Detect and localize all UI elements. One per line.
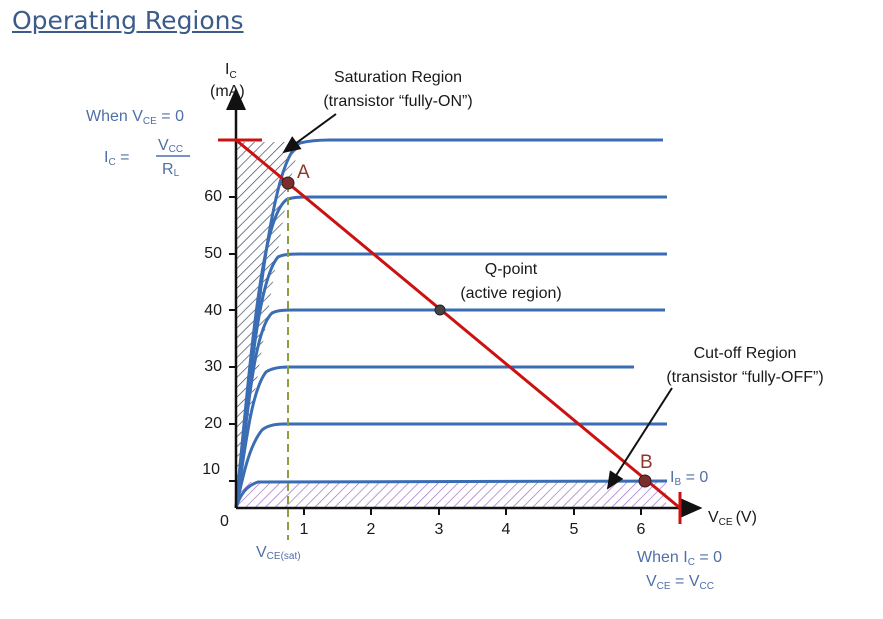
point-b-label: B xyxy=(640,452,653,473)
x-tick-label: 6 xyxy=(637,521,646,538)
characteristic-curves xyxy=(234,138,668,509)
saturation-arrow xyxy=(282,113,337,154)
qpoint-subtitle: (active region) xyxy=(460,285,561,302)
saturation-subtitle: (transistor “fully-ON”) xyxy=(323,93,472,110)
axes xyxy=(226,87,703,518)
curve-ib-2 xyxy=(234,422,667,509)
curve-ib-3 xyxy=(234,365,634,509)
x-tick-label: 3 xyxy=(435,521,444,538)
y-tick-label: 30 xyxy=(204,358,222,375)
point-a-label: A xyxy=(297,162,310,183)
x-tick-labels: 1 2 3 4 5 6 xyxy=(300,521,646,538)
load-line xyxy=(218,138,682,524)
curve-ib-0 xyxy=(234,479,668,509)
point-a-marker xyxy=(281,176,295,190)
curve-ib-7 xyxy=(234,138,663,509)
y-tick-label: 50 xyxy=(204,245,222,262)
bottom-note: When IC = 0 VCE = VCC xyxy=(637,549,722,592)
x-tick-label: 4 xyxy=(502,521,511,538)
x-tick-label: 2 xyxy=(367,521,376,538)
left-note-line1: When VCE = 0 xyxy=(86,108,184,127)
left-note-denominator: RL xyxy=(162,161,180,179)
bottom-note-line1: When IC = 0 xyxy=(637,549,722,568)
q-point-marker xyxy=(434,304,446,316)
y-tick-labels: 10 20 30 40 50 60 xyxy=(202,188,222,478)
x-tick-label: 5 xyxy=(570,521,579,538)
origin-label: 0 xyxy=(220,513,229,530)
y-tick-label: 20 xyxy=(204,415,222,432)
cutoff-arrow xyxy=(606,387,673,490)
left-note-ic: IC = xyxy=(104,149,129,168)
left-note: When VCE = 0 IC = VCC RL xyxy=(86,108,190,179)
left-note-numerator: VCC xyxy=(158,137,183,155)
cutoff-region xyxy=(236,482,666,508)
bottom-note-line2: VCE = VCC xyxy=(646,573,714,592)
y-tick-label: 60 xyxy=(204,188,222,205)
ib-zero-label: IB = 0 xyxy=(670,469,708,488)
x-tick-label: 1 xyxy=(300,521,309,538)
operating-regions-link[interactable]: Operating Regions xyxy=(12,6,244,35)
saturation-title: Saturation Region xyxy=(334,69,462,86)
saturation-region xyxy=(236,142,300,508)
curve-ib-4 xyxy=(234,308,665,509)
point-b-marker xyxy=(638,474,652,488)
y-tick-label: 10 xyxy=(202,461,220,478)
curve-ib-6 xyxy=(234,195,667,509)
x-axis-label: VCE (V) xyxy=(708,509,757,528)
cutoff-title: Cut-off Region xyxy=(694,345,797,362)
y-tick-label: 40 xyxy=(204,302,222,319)
cutoff-subtitle: (transistor “fully-OFF”) xyxy=(666,369,823,386)
curve-ib-5 xyxy=(234,252,667,509)
qpoint-title: Q-point xyxy=(485,261,538,278)
y-axis-unit: (mA) xyxy=(210,83,245,100)
vce-sat-label: VCE(sat) xyxy=(256,544,301,562)
y-axis-label: IC xyxy=(225,61,237,81)
